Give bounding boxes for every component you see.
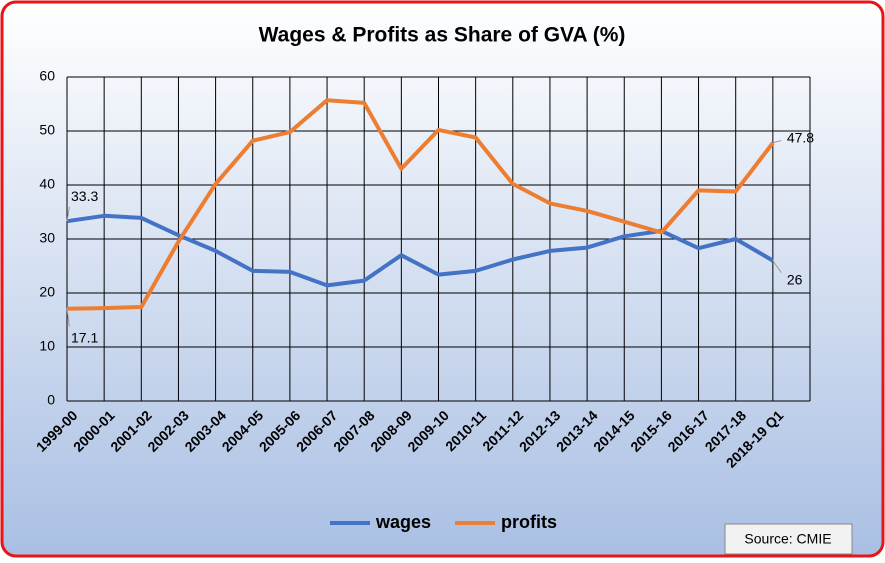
source-box: [724, 523, 853, 555]
y-tick-label: 50: [39, 122, 55, 138]
data-label: 26: [787, 271, 803, 287]
leader-line: [772, 139, 782, 144]
y-tick-label: 10: [39, 338, 55, 354]
leader-line: [66, 206, 70, 222]
y-tick-label: 60: [39, 68, 55, 84]
data-label: 17.1: [71, 329, 98, 345]
source: Source: CMIE: [744, 531, 831, 547]
legend-label: wages: [375, 512, 431, 532]
y-tick-label: 20: [39, 284, 55, 300]
y-tick-label: 30: [39, 230, 55, 246]
leader-line: [772, 260, 782, 273]
y-tick-label: 0: [47, 392, 55, 408]
legend-label: profits: [501, 512, 557, 532]
leader-line: [66, 308, 70, 327]
chart-title: Wages & Profits as Share of GVA (%): [259, 24, 626, 47]
data-label: 47.8: [787, 130, 814, 146]
y-tick-label: 40: [39, 176, 55, 192]
line-series: [66, 98, 775, 311]
data-label: 33.3: [71, 188, 98, 204]
